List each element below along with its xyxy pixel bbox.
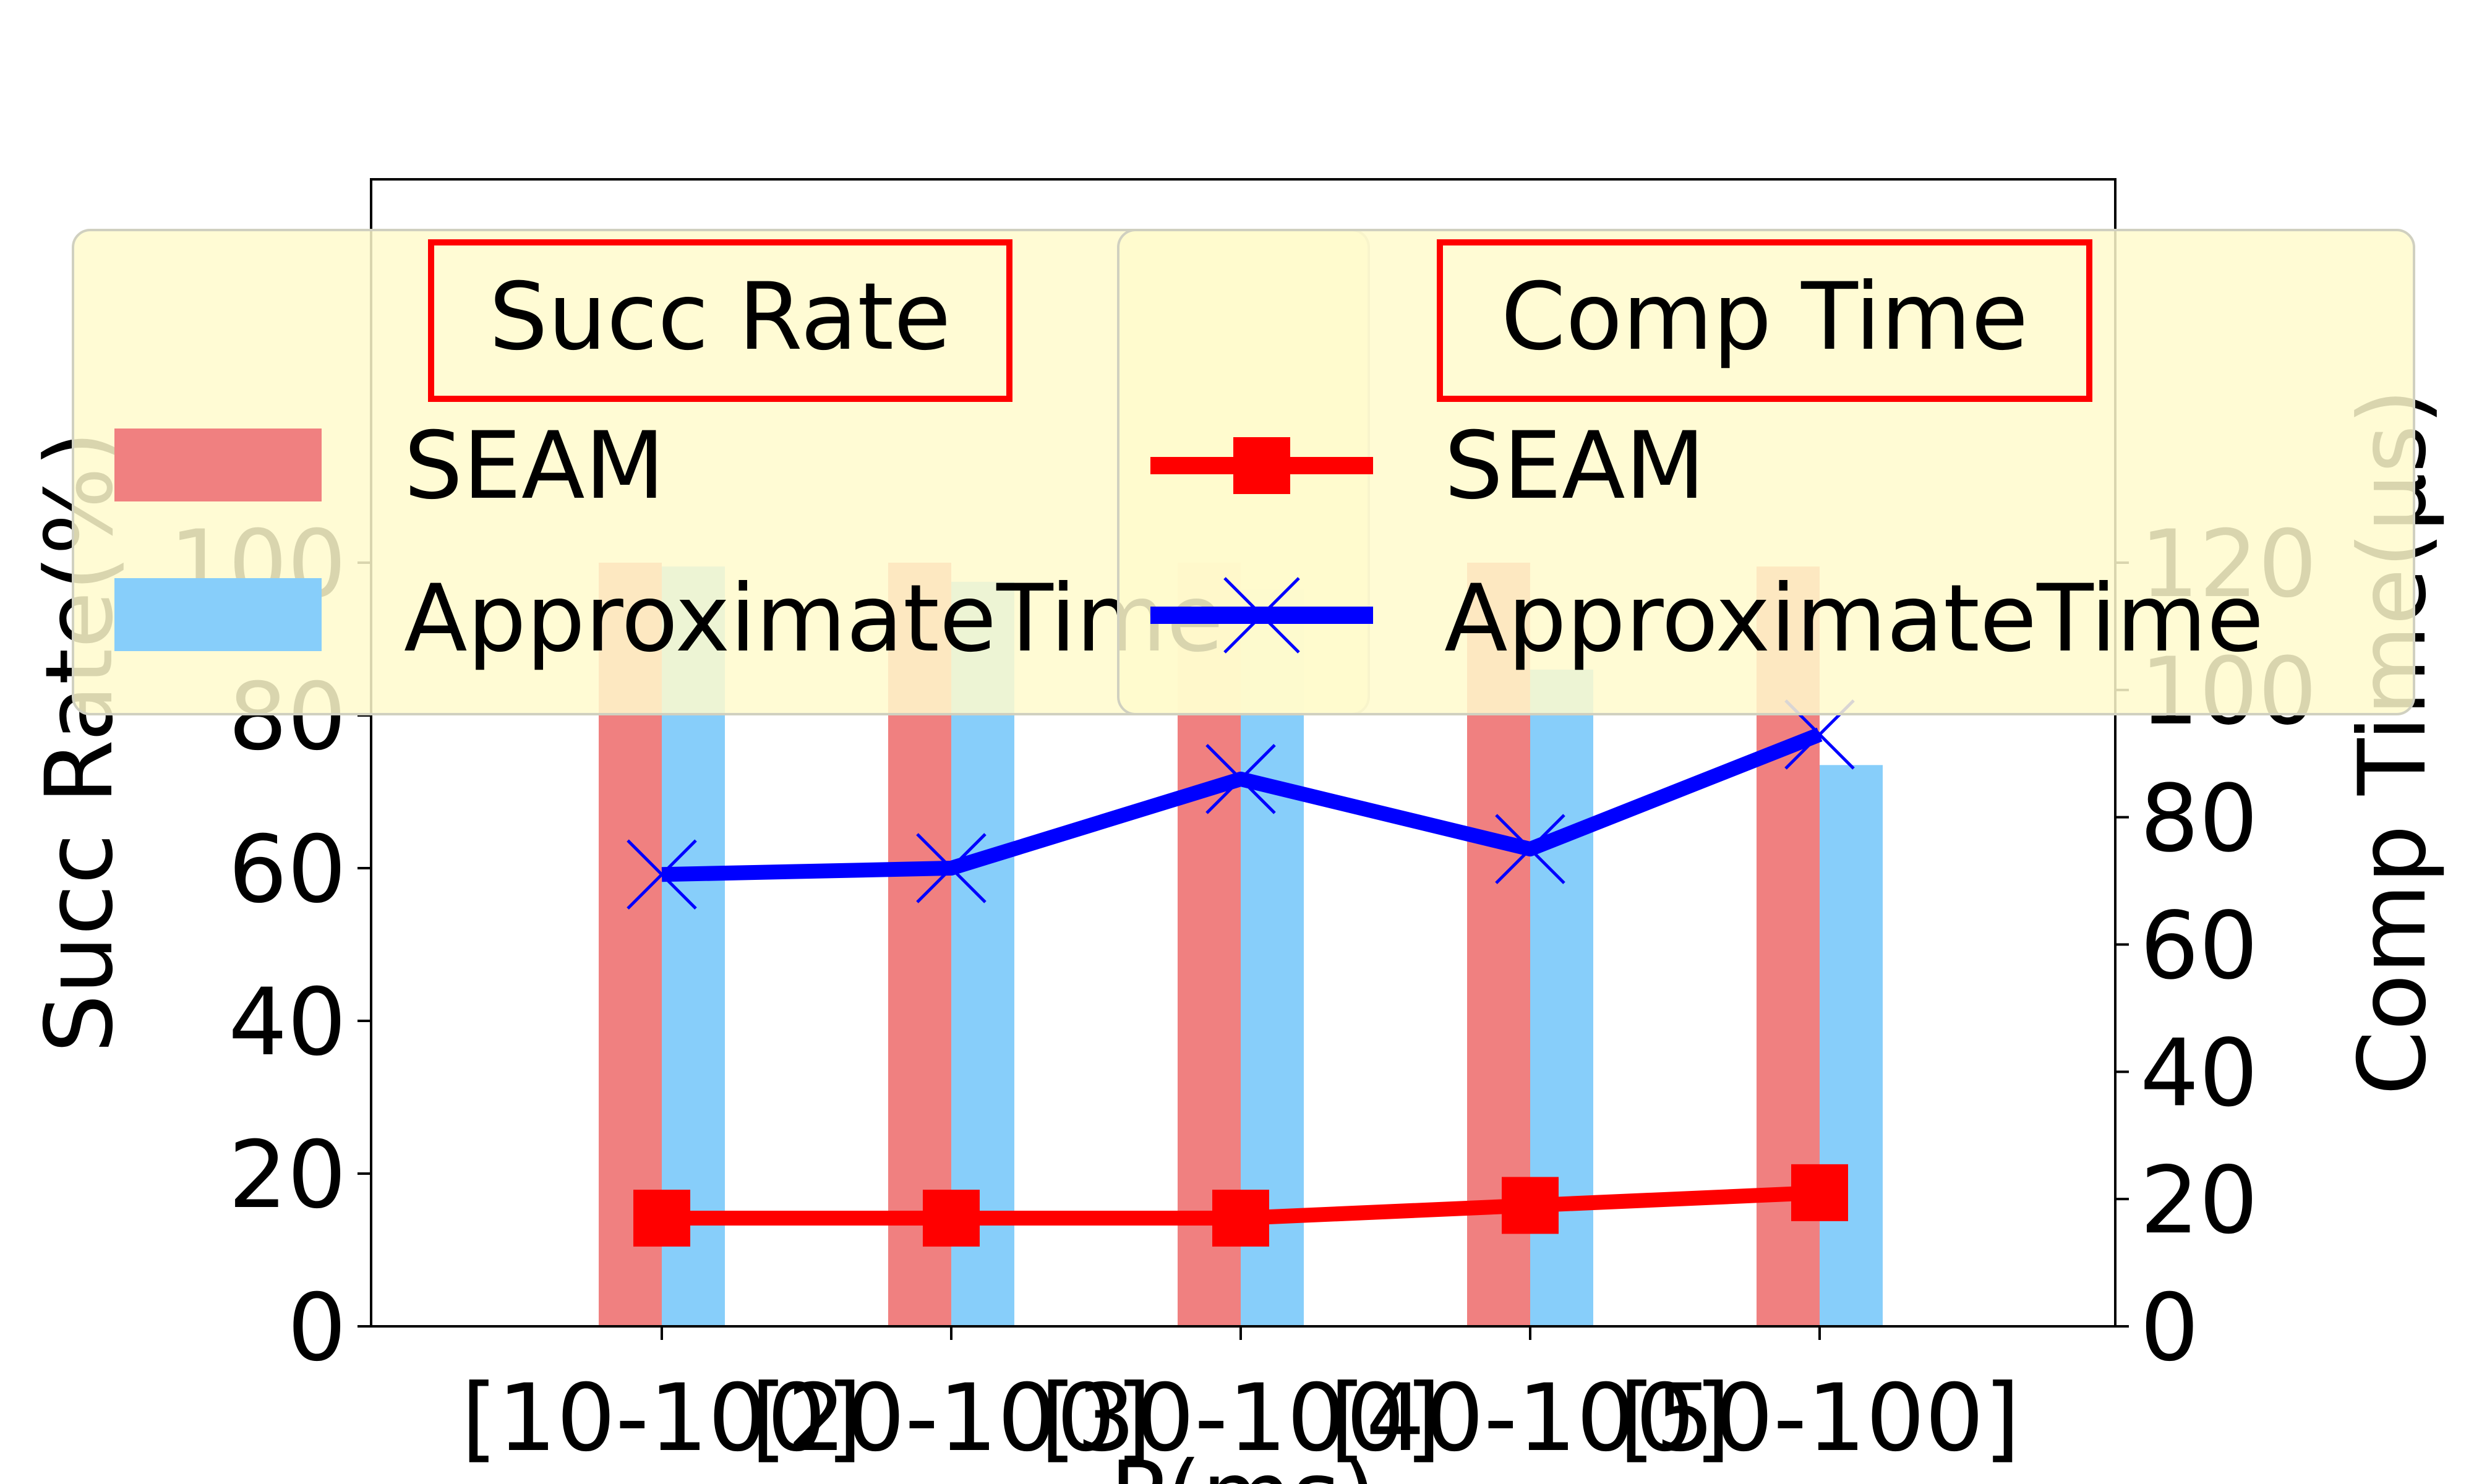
x-tick-label-0: [10-100] bbox=[461, 1365, 862, 1472]
legend-label-seam-line: SEAM bbox=[1444, 412, 1705, 520]
seam-line-marker-0 bbox=[633, 1190, 690, 1247]
legend-swatch-approx-bar bbox=[114, 578, 322, 651]
legend: Succ Rate SEAM ApproximateTime Comp Time… bbox=[72, 229, 2415, 715]
approximatetime-bar-4 bbox=[1820, 765, 1883, 1326]
seam-line-marker-1 bbox=[923, 1190, 980, 1247]
right-tick-label-0: 0 bbox=[2140, 1274, 2199, 1382]
right-tick-label-4: 80 bbox=[2140, 765, 2258, 873]
approximatetime-line-marker-0 bbox=[627, 839, 697, 910]
legend-label-seam-bar: SEAM bbox=[404, 412, 665, 520]
legend-title-frame-left bbox=[428, 239, 1012, 402]
approximatetime-line-marker-3 bbox=[1495, 814, 1565, 884]
plot-frame bbox=[370, 178, 2117, 1328]
legend-marker-approx-x bbox=[1223, 577, 1300, 654]
legend-marker-seam-square bbox=[1233, 437, 1290, 494]
left-tick-label-2: 40 bbox=[228, 969, 346, 1077]
x-tick-label-3: [40-100] bbox=[1330, 1365, 1731, 1472]
x-tick-label-1: [20-100] bbox=[751, 1365, 1152, 1472]
legend-title-left: Succ Rate bbox=[489, 263, 951, 371]
right-tick-label-3: 60 bbox=[2140, 893, 2258, 1000]
seam-line-marker-2 bbox=[1212, 1190, 1269, 1247]
legend-swatch-seam-bar bbox=[114, 429, 322, 501]
line-group bbox=[627, 699, 1855, 1247]
legend-label-approx-line: ApproximateTime bbox=[1444, 565, 2264, 673]
right-tick-label-2: 40 bbox=[2140, 1020, 2258, 1127]
right-tick-label-1: 20 bbox=[2140, 1147, 2258, 1255]
legend-title-frame-right bbox=[1437, 239, 2092, 402]
x-axis: [10-100][20-100][30-100][40-100][50-100] bbox=[461, 1326, 2020, 1472]
seam-line-marker-3 bbox=[1502, 1177, 1559, 1234]
approximatetime-line-marker-2 bbox=[1205, 744, 1276, 814]
x-tick-label-2: [30-100] bbox=[1040, 1365, 1441, 1472]
left-tick-label-3: 60 bbox=[228, 816, 346, 924]
left-tick-label-1: 20 bbox=[228, 1122, 346, 1229]
left-tick-label-0: 0 bbox=[288, 1274, 346, 1382]
legend-title-right: Comp Time bbox=[1501, 263, 2029, 371]
x-axis-title: P(ms) bbox=[1110, 1442, 1377, 1484]
approximatetime-line-marker-1 bbox=[916, 833, 987, 903]
x-tick-label-4: [50-100] bbox=[1619, 1365, 2020, 1472]
seam-line-marker-4 bbox=[1791, 1164, 1848, 1221]
legend-label-approx-bar: ApproximateTime bbox=[404, 565, 1223, 673]
